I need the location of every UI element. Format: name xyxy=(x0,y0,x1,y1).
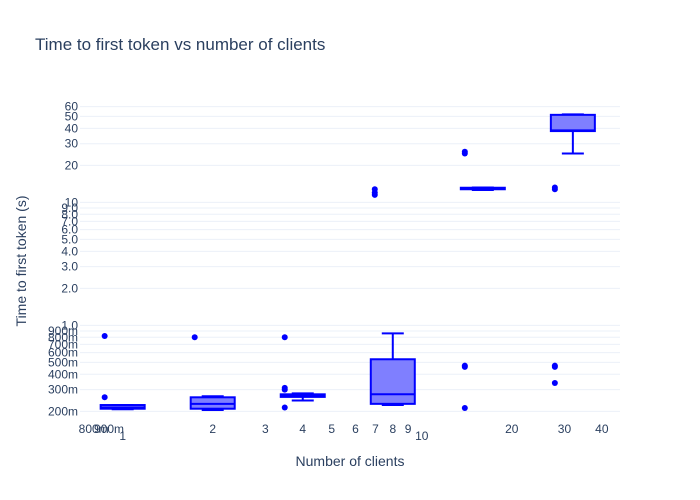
outlier-point xyxy=(101,394,108,401)
x-tick-label: 900m xyxy=(94,422,124,436)
y-tick-label: 50 xyxy=(65,109,79,123)
y-tick-label: 4.0 xyxy=(61,244,78,258)
y-tick-label: 200m xyxy=(48,404,78,418)
grid-lines xyxy=(80,106,620,412)
outlier-point xyxy=(281,404,288,411)
y-tick-label: 400m xyxy=(48,367,78,381)
outlier-point xyxy=(281,334,288,341)
box-group xyxy=(459,148,506,411)
x-tick-label: 6 xyxy=(352,422,359,436)
y-tick-label: 40 xyxy=(65,121,79,135)
outlier-point xyxy=(551,362,558,369)
outlier-point xyxy=(551,379,558,386)
y-tick-label: 1.0 xyxy=(61,318,78,332)
y-tick-label: 3.0 xyxy=(61,260,78,274)
outlier-point xyxy=(101,332,108,339)
y-tick-label: 9.0 xyxy=(61,201,78,215)
y-tick-label: 5.0 xyxy=(61,232,78,246)
outlier-point xyxy=(371,186,378,193)
x-tick-label: 5 xyxy=(328,422,335,436)
y-tick-label: 10 xyxy=(65,195,79,209)
box-body xyxy=(549,113,596,133)
outlier-point xyxy=(551,184,558,191)
x-tick-label: 40 xyxy=(595,422,609,436)
box-group xyxy=(189,334,236,412)
outlier-point xyxy=(461,404,468,411)
outlier-point xyxy=(281,384,288,391)
y-tick-label: 500m xyxy=(48,355,78,369)
outlier-point xyxy=(191,334,198,341)
y-tick-label: 2.0 xyxy=(61,281,78,295)
box-group xyxy=(369,186,416,407)
y-axis-label: Time to first token (s) xyxy=(13,196,29,327)
chart-title: Time to first token vs number of clients xyxy=(35,35,325,54)
x-tick-label: 9 xyxy=(405,422,412,436)
y-tick-label: 60 xyxy=(65,100,79,114)
x-axis-label: Number of clients xyxy=(296,453,405,469)
box-group xyxy=(549,113,596,386)
y-tick-label: 7.0 xyxy=(61,214,78,228)
y-tick-label: 30 xyxy=(65,137,79,151)
y-tick-label: 6.0 xyxy=(61,223,78,237)
x-tick-label: 1 xyxy=(119,429,126,443)
box-group xyxy=(99,332,146,411)
y-tick-label: 20 xyxy=(65,158,79,172)
x-tick-label: 800m xyxy=(79,422,109,436)
outlier-point xyxy=(461,362,468,369)
y-tick-label: 700m xyxy=(48,337,78,351)
x-tick-label: 30 xyxy=(558,422,572,436)
y-tick-label: 8.0 xyxy=(61,207,78,221)
x-tick-label: 2 xyxy=(209,422,216,436)
x-tick-label: 7 xyxy=(372,422,379,436)
y-tick-label: 600m xyxy=(48,346,78,360)
y-tick-label: 300m xyxy=(48,383,78,397)
x-tick-label: 3 xyxy=(262,422,269,436)
box-group xyxy=(279,334,326,411)
y-tick-label: 800m xyxy=(48,330,78,344)
x-tick-label: 8 xyxy=(389,422,396,436)
x-tick-label: 10 xyxy=(415,429,429,443)
x-tick-label: 4 xyxy=(299,422,306,436)
box-series xyxy=(99,113,596,412)
x-tick-label: 20 xyxy=(505,422,519,436)
box-body xyxy=(369,358,416,405)
outlier-point xyxy=(461,148,468,155)
y-tick-label: 900m xyxy=(48,324,78,338)
